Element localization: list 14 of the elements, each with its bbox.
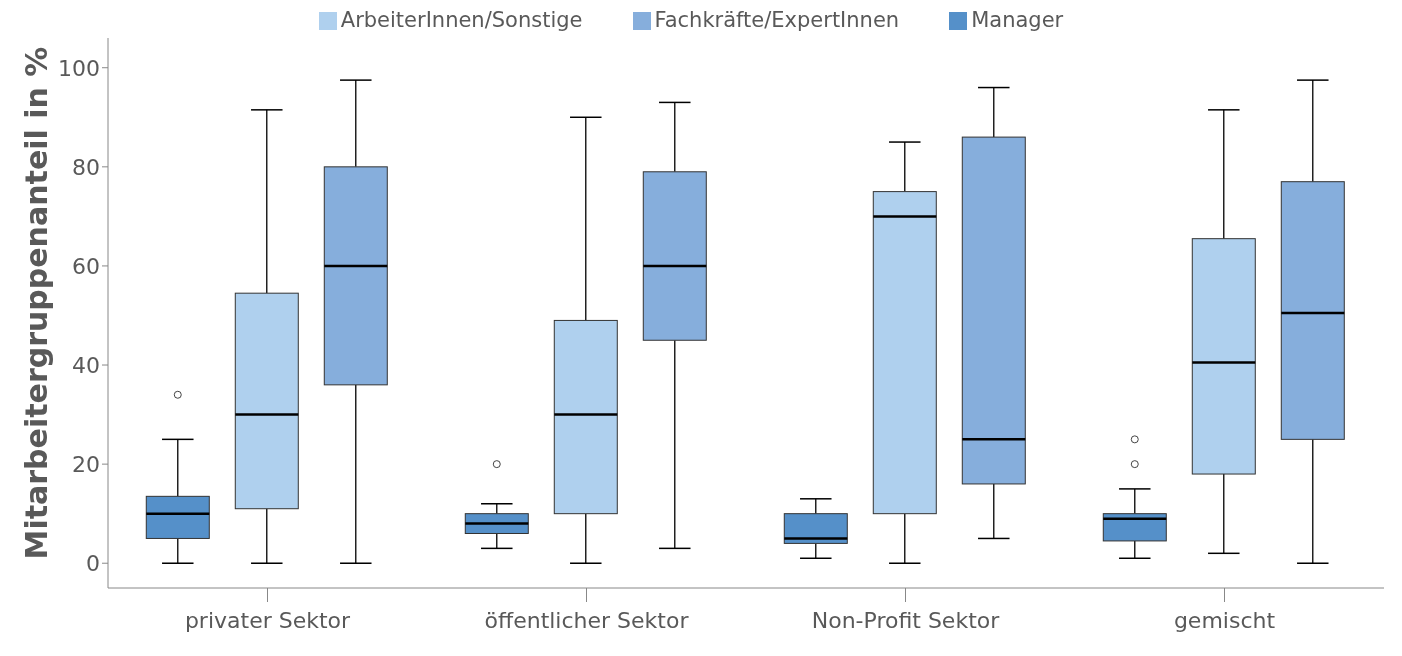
x-tick-label: privater Sektor <box>184 607 352 633</box>
legend-label: Fachkräfte/ExpertInnen <box>654 8 900 32</box>
y-tick-label: 40 <box>72 352 100 378</box>
legend-label: ArbeiterInnen/Sonstige <box>340 8 583 32</box>
y-axis-title: Mitarbeitergruppenanteil in % <box>18 46 54 560</box>
x-tick-label: öffentlicher Sektor <box>484 607 690 633</box>
x-tick-label: Non-Profit Sektor <box>811 607 1001 633</box>
y-tick-label: 0 <box>86 551 100 577</box>
x-tick-label: gemischt <box>1173 607 1276 633</box>
legend-label: Manager <box>971 8 1064 32</box>
y-tick-label: 20 <box>72 451 100 477</box>
y-tick-label: 100 <box>58 55 100 81</box>
y-tick-label: 80 <box>72 154 100 180</box>
y-tick-label: 60 <box>72 253 100 279</box>
